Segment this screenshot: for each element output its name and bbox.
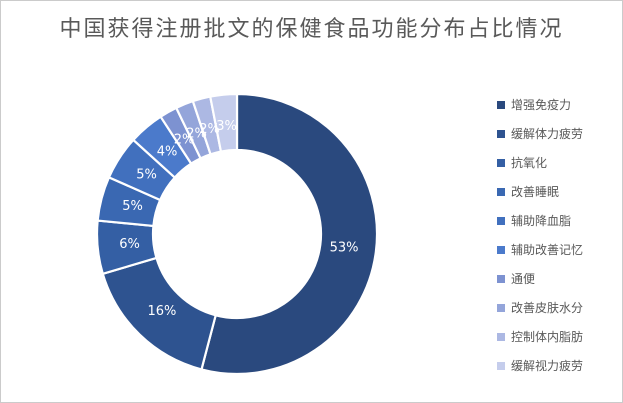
legend-label: 辅助改善记忆 [511,243,584,257]
legend-swatch-icon [497,101,505,109]
legend-item: 改善睡眠 [497,186,583,198]
slice-data-label: 2% [199,122,220,137]
legend-item: 缓解视力疲劳 [497,360,583,372]
legend-label: 改善睡眠 [511,185,560,199]
slice-data-label: 2% [174,132,195,147]
slice-data-label: 16% [147,304,176,319]
legend-item: 辅助降血脂 [497,215,583,227]
chart-title: 中国获得注册批文的保健食品功能分布占比情况 [59,17,564,42]
chart-legend: 增强免疫力缓解体力疲劳 抗氧化改善睡眠辅助降血脂辅助改善记忆 通便改善皮肤水分 控制体… [497,99,583,372]
slice-data-label: 5% [122,199,143,214]
legend-swatch-icon [497,159,505,167]
pie-slice-0 [200,92,379,376]
legend-label: 抗氧化 [511,156,548,170]
pie-slice-9 [209,92,239,153]
slice-data-label: 6% [119,237,140,252]
slice-data-label: 4% [157,144,178,159]
slice-data-label: 3% [216,119,237,134]
legend-swatch-icon [497,246,505,254]
legend-label: 辅助降血脂 [511,214,572,228]
legend-item: 通便 [497,273,583,285]
legend-item: 增强免疫力 [497,99,583,111]
legend-item: 改善皮肤水分 [497,302,583,314]
legend-item: 辅助改善记忆 [497,244,583,256]
legend-swatch-icon [497,130,505,138]
legend-label: 缓解体力疲劳 [511,127,584,141]
legend-swatch-icon [497,217,505,225]
legend-label: 通便 [511,272,536,286]
legend-swatch-icon [497,275,505,283]
legend-swatch-icon [497,362,505,370]
legend-label: 改善皮肤水分 [511,301,584,315]
legend-swatch-icon [497,304,505,312]
slice-data-label: 5% [136,168,157,183]
slice-data-label: 53% [330,240,359,255]
legend-label: 控制体内脂肪 [511,330,584,344]
legend-item: 抗氧化 [497,157,583,169]
legend-label: 增强免疫力 [511,98,572,112]
slice-data-label: 2% [186,126,207,141]
legend-swatch-icon [497,333,505,341]
legend-item: 缓解体力疲劳 [497,128,583,140]
legend-swatch-icon [497,188,505,196]
legend-label: 缓解视力疲劳 [511,359,584,373]
legend-item: 控制体内脂肪 [497,331,583,343]
